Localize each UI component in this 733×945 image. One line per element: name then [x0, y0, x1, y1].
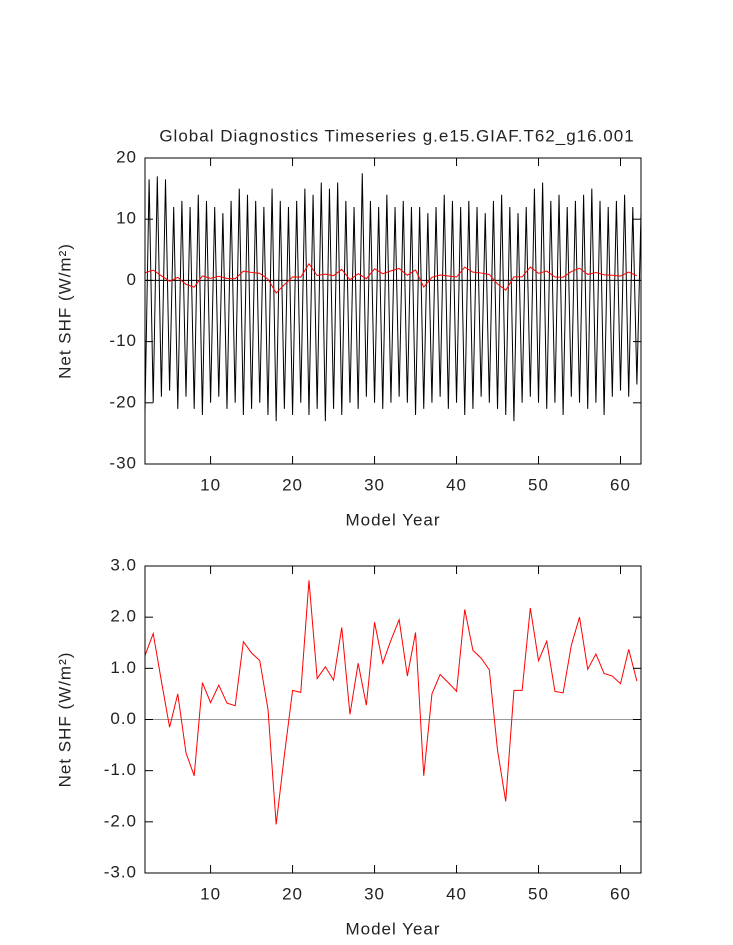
x-tick-label: 30 [364, 475, 385, 494]
x-tick-label: 60 [610, 475, 631, 494]
x-tick-label: 20 [282, 884, 303, 903]
y-tick-label: 10 [116, 209, 137, 228]
y-tick-label: -20 [109, 392, 137, 411]
plot-frame [144, 157, 642, 465]
y-tick-label: -10 [109, 331, 137, 350]
y-tick-label: 3.0 [110, 555, 137, 574]
y-tick-label: 0.0 [110, 709, 137, 728]
x-tick-label: 50 [528, 475, 549, 494]
data-line [144, 580, 638, 825]
x-tick-label: 40 [446, 475, 467, 494]
x-tick-label: 10 [200, 884, 221, 903]
y-tick-label: -3.0 [104, 862, 137, 881]
y-tick-label: -2.0 [104, 811, 137, 830]
chart-title: Global Diagnostics Timeseries g.e15.GIAF… [159, 126, 634, 145]
data-line [144, 173, 642, 422]
x-axis-label: Model Year [345, 510, 440, 529]
data-line [144, 262, 638, 294]
y-tick-label: 2.0 [110, 607, 137, 626]
x-tick-label: 30 [364, 884, 385, 903]
x-tick-label: 60 [610, 884, 631, 903]
x-tick-label: 40 [446, 884, 467, 903]
y-tick-label: 20 [116, 147, 137, 166]
y-axis-label: Net SHF (W/m²) [55, 243, 74, 379]
x-axis-label: Model Year [345, 919, 440, 938]
y-axis-label: Net SHF (W/m²) [55, 652, 74, 788]
x-tick-label: 50 [528, 884, 549, 903]
x-tick-label: 20 [282, 475, 303, 494]
y-tick-label: 1.0 [110, 658, 137, 677]
x-tick-label: 10 [200, 475, 221, 494]
y-tick-label: -30 [109, 453, 137, 472]
y-tick-label: 0 [127, 270, 137, 289]
y-tick-label: -1.0 [104, 760, 137, 779]
